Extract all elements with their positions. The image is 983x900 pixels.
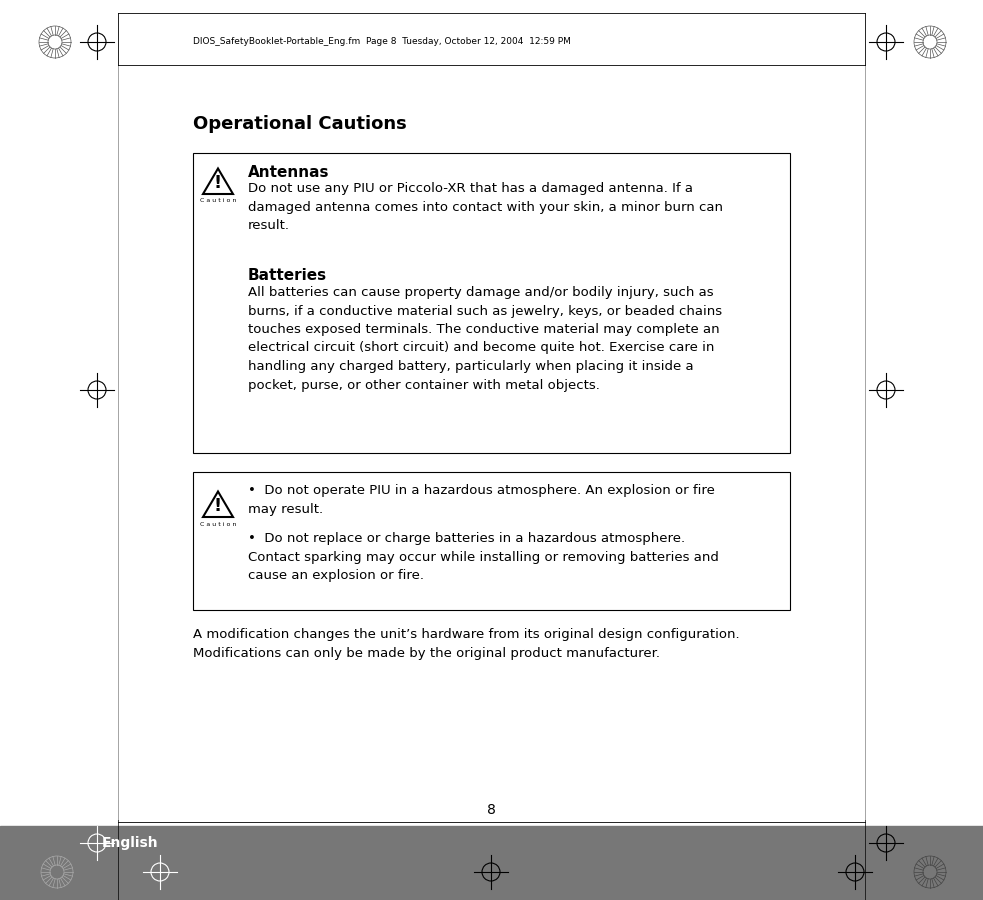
Text: Operational Cautions: Operational Cautions (193, 115, 407, 133)
Text: •  Do not operate PIU in a hazardous atmosphere. An explosion or fire
may result: • Do not operate PIU in a hazardous atmo… (248, 484, 715, 516)
Text: !: ! (214, 497, 222, 515)
Text: English: English (101, 836, 158, 850)
Text: Antennas: Antennas (248, 165, 329, 180)
Text: Batteries: Batteries (248, 268, 327, 283)
Text: DIOS_SafetyBooklet-Portable_Eng.fm  Page 8  Tuesday, October 12, 2004  12:59 PM: DIOS_SafetyBooklet-Portable_Eng.fm Page … (193, 38, 571, 47)
Text: C a u t i o n: C a u t i o n (200, 199, 236, 203)
Bar (193, 153, 790, 453)
Text: A modification changes the unit’s hardware from its original design configuratio: A modification changes the unit’s hardwa… (193, 628, 739, 660)
Text: Do not use any PIU or Piccolo-XR that has a damaged antenna. If a
damaged antenn: Do not use any PIU or Piccolo-XR that ha… (248, 182, 723, 232)
Text: •  Do not replace or charge batteries in a hazardous atmosphere.
Contact sparkin: • Do not replace or charge batteries in … (248, 532, 719, 582)
Text: C a u t i o n: C a u t i o n (200, 521, 236, 526)
Bar (0, 826, 983, 900)
Text: !: ! (214, 174, 222, 192)
Text: All batteries can cause property damage and/or bodily injury, such as
burns, if : All batteries can cause property damage … (248, 286, 723, 392)
Bar (193, 472, 790, 610)
Text: 8: 8 (487, 803, 495, 817)
